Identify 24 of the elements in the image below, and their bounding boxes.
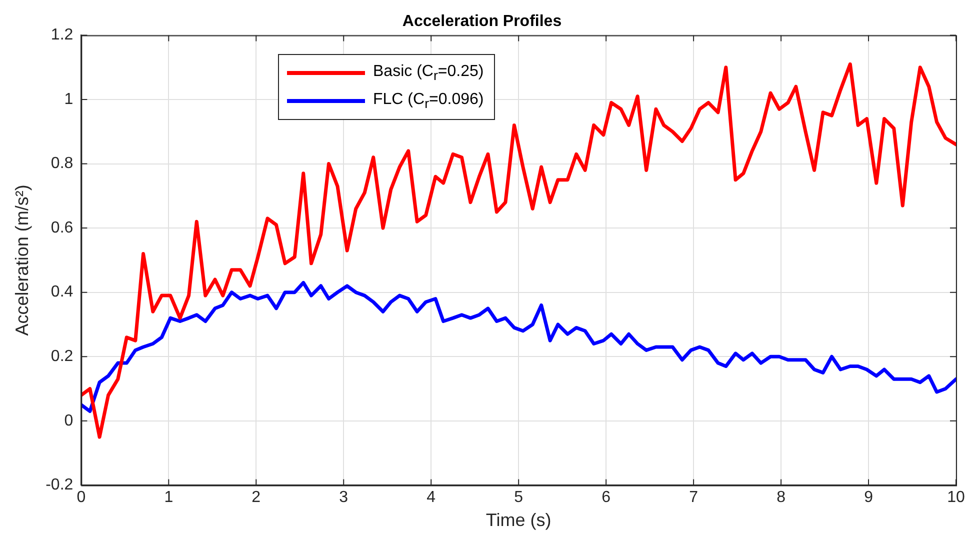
x-tick-label: 1 xyxy=(164,489,174,506)
legend-label: Basic (C$_{r}$=0.25) xyxy=(373,62,484,84)
y-tick-label: 0.4 xyxy=(50,284,74,301)
y-tick-label: 0 xyxy=(64,412,74,430)
x-tick-label: 2 xyxy=(252,489,261,506)
y-tick-label: 1 xyxy=(64,90,74,108)
x-tick-label: 6 xyxy=(602,489,611,506)
y-tick-label: 0.8 xyxy=(50,155,74,172)
y-tick-label: 0.6 xyxy=(50,219,74,236)
x-tick-label: 5 xyxy=(514,489,524,506)
y-axis-title: Acceleration (m/s²) xyxy=(12,184,32,336)
x-tick-label: 0 xyxy=(76,489,86,506)
y-tick-label: -0.2 xyxy=(46,476,74,494)
x-tick-label: 3 xyxy=(339,489,348,506)
x-axis-title: Time (s) xyxy=(486,510,552,530)
x-tick-label: 8 xyxy=(776,489,786,506)
x-tick-label: 4 xyxy=(426,489,436,506)
x-tick-label: 9 xyxy=(864,489,874,506)
legend-label: FLC (C$_{r}$=0.096) xyxy=(373,90,484,112)
y-tick-label: 1.2 xyxy=(50,26,74,44)
chart-title: Acceleration Profiles xyxy=(402,13,562,30)
x-tick-label: 7 xyxy=(689,489,698,506)
x-tick-label: 10 xyxy=(947,489,965,506)
y-tick-label: 0.2 xyxy=(50,348,74,366)
